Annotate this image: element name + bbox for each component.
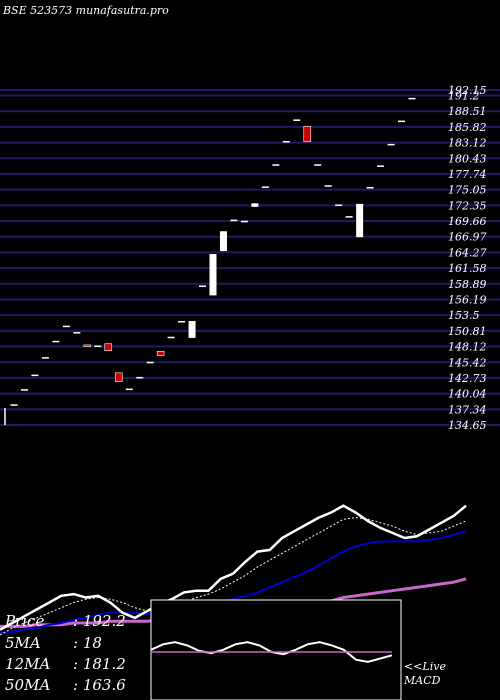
ma12-line	[0, 530, 467, 635]
y-tick-label: 142.73	[448, 372, 487, 385]
stat-50ma: 50MA : 163.6	[5, 676, 126, 694]
ma5-line	[0, 517, 467, 636]
y-tick-label: 177.74	[448, 168, 487, 181]
macd-box	[150, 599, 402, 700]
y-tick-label: 145.42	[448, 356, 487, 369]
stat-5ma: 5MA : 18	[5, 634, 102, 652]
chart-title: BSE 523573 munafasutra.pro	[3, 4, 169, 17]
stat-12ma-label: 12MA	[5, 655, 51, 673]
stat-12ma-value: : 181.2	[73, 655, 126, 673]
candle	[167, 336, 175, 339]
y-tick-label: 161.58	[448, 262, 487, 275]
candle	[178, 321, 186, 323]
y-tick-label: 153.5	[448, 309, 480, 322]
candle	[366, 187, 374, 189]
candle	[335, 204, 343, 206]
stat-5ma-value: : 18	[73, 634, 102, 652]
candle	[293, 119, 301, 121]
y-tick-labels: 134.65 137.34 140.04 142.73 145.42 148.12 150.…	[448, 84, 487, 432]
y-tick-label: 150.81	[448, 325, 487, 338]
candle	[219, 231, 227, 252]
candle	[356, 203, 364, 238]
candle	[282, 140, 290, 143]
candle	[251, 203, 259, 207]
stat-50ma-label: 50MA	[5, 676, 51, 694]
stat-12ma: 12MA : 181.2	[5, 655, 126, 673]
candle	[314, 164, 322, 166]
y-tick-label: 175.05	[448, 184, 487, 197]
candle	[240, 220, 248, 223]
candle	[125, 388, 133, 391]
price-line	[0, 504, 467, 631]
y-tick-label: 183.12	[448, 137, 487, 150]
candle	[94, 345, 102, 347]
candle	[136, 376, 144, 379]
candle	[377, 165, 385, 167]
y-tick-label: 164.27	[448, 246, 487, 259]
candle	[20, 389, 28, 391]
candle	[324, 185, 332, 187]
y-tick-label: 180.43	[448, 152, 487, 165]
stat-50ma-value: : 163.6	[73, 676, 126, 694]
candle	[146, 361, 154, 364]
y-tick-label: 172.35	[448, 199, 487, 212]
candle	[230, 219, 238, 222]
y-tick-label: 156.19	[448, 294, 487, 307]
stat-5ma-label: 5MA	[5, 634, 41, 652]
candle	[83, 344, 92, 347]
candles	[10, 97, 416, 406]
macd-label-line1: <<Live	[404, 660, 446, 673]
candle	[31, 374, 39, 377]
stat-price-value: : 192.2	[73, 612, 126, 630]
y-tick-label: 137.34	[448, 403, 487, 416]
y-tick-label: 166.97	[448, 231, 487, 244]
y-tick-label: 185.82	[448, 121, 487, 134]
stat-price: Price : 192.2	[5, 612, 126, 630]
macd-label-line2: MACD	[404, 674, 441, 687]
candle	[52, 340, 60, 343]
y-tick-label: 169.66	[448, 215, 487, 228]
candle	[303, 126, 312, 142]
y-tick-label: 158.89	[448, 278, 487, 291]
y-tick-label: 192.15	[448, 84, 487, 97]
candle	[104, 343, 113, 352]
y-tick-label: 188.51	[448, 105, 487, 118]
candle	[408, 97, 416, 100]
y-tick-label: 140.04	[448, 388, 487, 401]
price-grid	[0, 89, 500, 426]
candle	[114, 372, 123, 382]
candle	[345, 216, 353, 218]
candle	[387, 143, 395, 146]
y-tick-label: 191.2	[448, 90, 480, 103]
candle	[209, 254, 217, 296]
candle	[156, 350, 165, 356]
y-tick-label: 134.65	[448, 419, 487, 432]
candle	[62, 325, 70, 328]
candle	[73, 332, 81, 334]
y-tick-label: 148.12	[448, 341, 487, 354]
candle	[188, 321, 196, 338]
candle	[272, 164, 280, 166]
candle	[398, 120, 406, 123]
macd-panel	[150, 599, 402, 700]
candle	[10, 404, 18, 406]
stat-price-label: Price	[5, 612, 45, 630]
candle	[261, 186, 269, 188]
macd-label: <<Live MACD	[404, 660, 446, 688]
candle	[41, 357, 49, 359]
candle	[199, 285, 207, 287]
